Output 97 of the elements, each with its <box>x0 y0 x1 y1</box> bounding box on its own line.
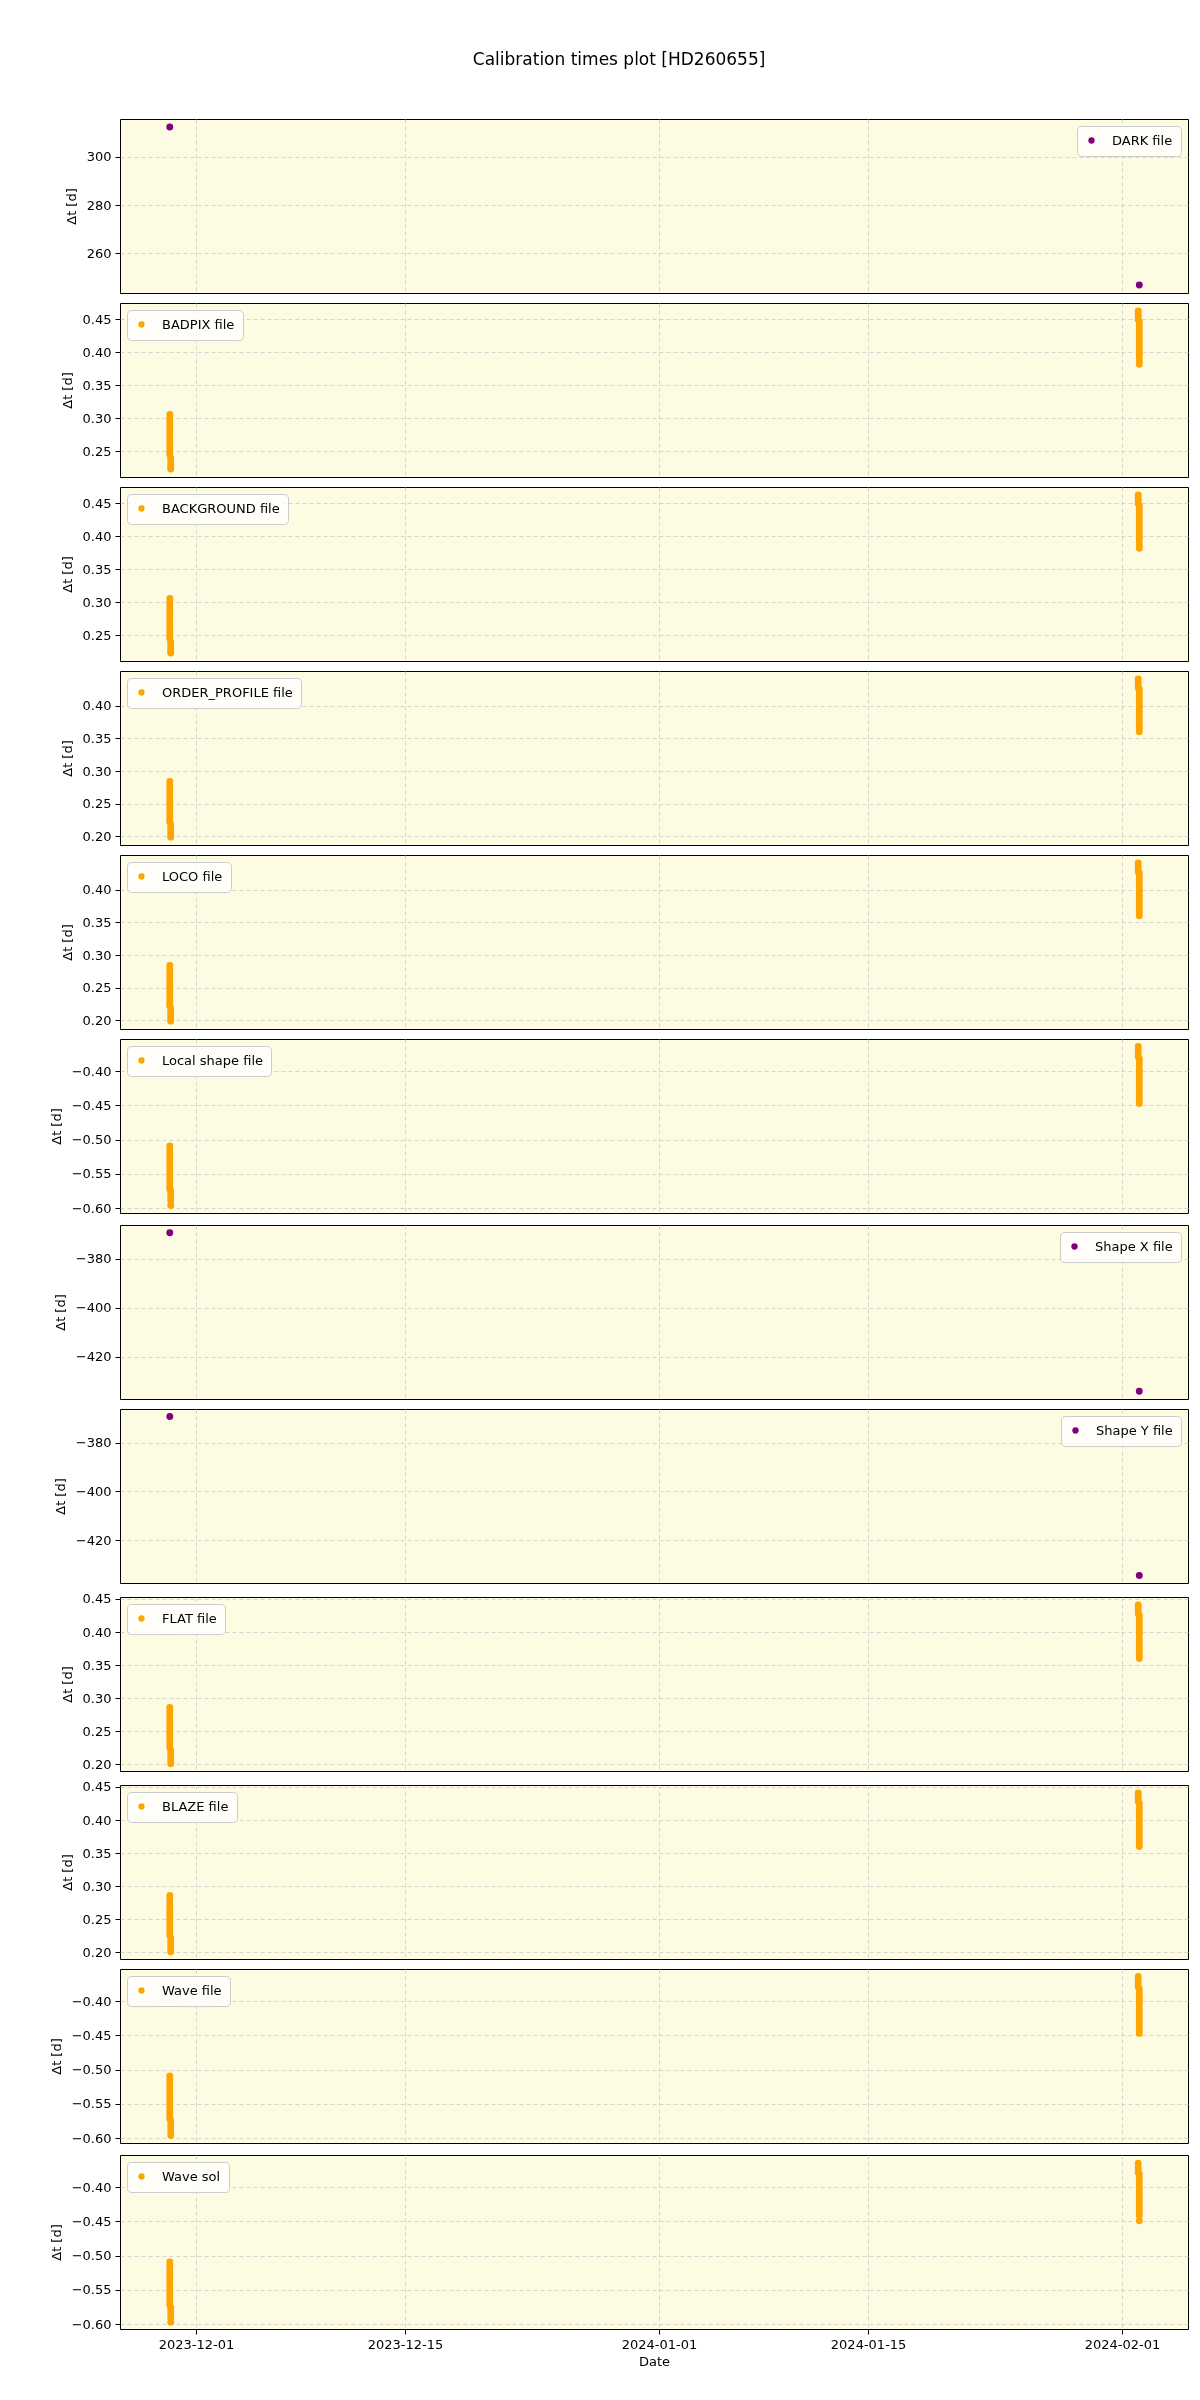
y-axis-title: Δt [d] <box>48 2038 64 2075</box>
y-tick-label: 0.40 <box>82 1624 112 1640</box>
y-tick-label: 0.30 <box>82 763 112 779</box>
y-tick-label: −0.60 <box>71 2316 112 2332</box>
point <box>167 1948 175 1956</box>
point <box>1135 2217 1143 2225</box>
legend-label: Shape X file <box>1095 1238 1173 1254</box>
point <box>1135 912 1143 920</box>
point <box>1135 1655 1143 1662</box>
y-tick-label: 0.35 <box>82 1657 112 1673</box>
y-tick-label: 260 <box>86 245 112 261</box>
y-tick-label: −0.60 <box>71 2130 112 2146</box>
legend-label: Local shape file <box>162 1052 263 1068</box>
y-tick-label: −0.45 <box>71 2027 112 2043</box>
x-tick-label: 2023-12-15 <box>367 2336 444 2352</box>
chart-title: Calibration times plot [HD260655] <box>472 48 766 69</box>
y-tick-label: −0.55 <box>71 2096 112 2112</box>
y-axis-title: Δt [d] <box>52 1294 68 1331</box>
y-tick-label: 0.25 <box>82 1911 112 1927</box>
x-axis-title: Date <box>638 2353 671 2369</box>
legend-label: ORDER_PROFILE file <box>162 684 293 700</box>
y-tick-label: 0.20 <box>82 829 112 844</box>
point <box>167 2132 175 2139</box>
y-tick-label: 0.30 <box>82 594 112 610</box>
y-tick-label: 0.25 <box>82 443 112 459</box>
y-tick-label: 0.40 <box>82 882 112 898</box>
y-axis-title: Δt [d] <box>48 2224 64 2261</box>
y-tick-label: 0.45 <box>82 1779 112 1795</box>
y-tick-label: 0.20 <box>82 1013 112 1028</box>
x-tick-label: 2024-01-01 <box>621 2336 698 2352</box>
y-axis-title: Δt [d] <box>59 924 75 961</box>
y-tick-label: −0.50 <box>71 2248 112 2264</box>
y-tick-label: 0.20 <box>82 1756 112 1772</box>
legend-label: BADPIX file <box>162 316 235 332</box>
y-axis-title: Δt [d] <box>59 372 75 409</box>
legend-label: FLAT file <box>162 1610 217 1626</box>
y-tick-label: 0.25 <box>82 980 112 996</box>
y-tick-label: −0.55 <box>71 1166 112 1182</box>
y-tick-label: 0.30 <box>82 947 112 963</box>
y-tick-label: 0.25 <box>82 1723 112 1739</box>
point <box>1135 728 1143 736</box>
y-tick-label: 0.40 <box>82 1812 112 1828</box>
y-tick-label: −380 <box>75 1435 112 1451</box>
y-axis-title: Δt [d] <box>59 556 75 593</box>
y-axis-title: Δt [d] <box>63 188 79 225</box>
y-axis-title: Δt [d] <box>59 1854 75 1891</box>
y-tick-label: 0.20 <box>82 1944 112 1960</box>
y-tick-label: −400 <box>75 1484 112 1499</box>
y-tick-label: 0.35 <box>82 730 112 746</box>
legend-label: Shape Y file <box>1096 1422 1173 1438</box>
legend-label: BLAZE file <box>162 1798 229 1814</box>
y-tick-label: 0.30 <box>82 410 112 426</box>
x-tick-label: 2024-01-15 <box>830 2336 907 2352</box>
y-tick-label: −420 <box>75 1532 112 1548</box>
y-tick-label: 0.45 <box>82 1591 112 1607</box>
y-tick-label: 0.35 <box>82 561 112 577</box>
legend-label: Wave file <box>162 1982 222 1998</box>
point <box>167 1760 175 1768</box>
y-tick-label: 0.45 <box>82 311 112 327</box>
y-tick-label: −0.50 <box>71 2062 112 2078</box>
y-axis-title: Δt [d] <box>59 1666 75 1703</box>
legend-label: Wave sol <box>162 2168 221 2184</box>
y-axis-title: Δt [d] <box>52 1478 68 1515</box>
y-tick-label: 280 <box>86 197 112 213</box>
y-axis-title: Δt [d] <box>59 740 75 777</box>
point <box>167 2318 175 2326</box>
legend-label: LOCO file <box>162 868 223 884</box>
y-tick-label: −0.45 <box>71 1097 112 1113</box>
x-tick-label: 2024-02-01 <box>1084 2336 1161 2352</box>
y-tick-label: −0.40 <box>71 1063 112 1079</box>
y-tick-label: 0.35 <box>82 1845 112 1861</box>
y-tick-label: 0.40 <box>82 698 112 714</box>
point <box>167 1202 175 1209</box>
y-tick-label: 0.45 <box>82 495 112 511</box>
y-tick-label: −0.40 <box>71 2179 112 2195</box>
y-tick-label: −0.40 <box>71 1993 112 2009</box>
y-tick-label: −420 <box>75 1349 112 1365</box>
y-tick-label: 0.30 <box>82 1690 112 1706</box>
y-tick-label: −0.55 <box>71 2282 112 2298</box>
y-tick-label: 0.40 <box>82 344 112 360</box>
y-tick-label: 0.40 <box>82 528 112 544</box>
y-tick-label: −0.60 <box>71 1200 112 1216</box>
y-tick-label: 0.30 <box>82 1878 112 1894</box>
legend-label: BACKGROUND file <box>162 500 280 516</box>
y-tick-label: −0.45 <box>71 2213 112 2229</box>
x-tick-label: 2023-12-01 <box>158 2336 235 2352</box>
y-tick-label: −380 <box>75 1251 112 1267</box>
y-tick-label: 300 <box>86 149 112 165</box>
y-tick-label: −0.50 <box>71 1132 112 1148</box>
y-tick-label: 0.25 <box>82 796 112 812</box>
y-tick-label: 0.35 <box>82 377 112 393</box>
y-tick-label: −400 <box>75 1300 112 1316</box>
legend-label: DARK file <box>1112 132 1173 148</box>
y-axis-title: Δt [d] <box>48 1108 64 1145</box>
y-tick-label: 0.25 <box>82 627 112 643</box>
y-tick-label: 0.35 <box>82 914 112 930</box>
point <box>1135 1843 1143 1850</box>
